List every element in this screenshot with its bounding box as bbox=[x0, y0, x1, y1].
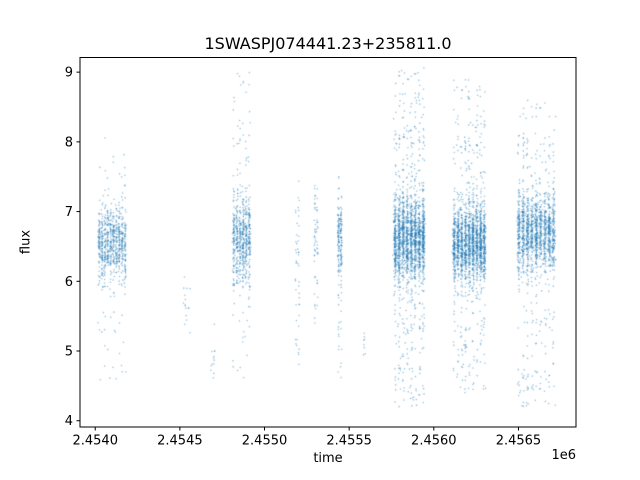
x-axis-offset-text: 1e6 bbox=[551, 448, 576, 463]
x-axis-label: time bbox=[313, 451, 343, 466]
